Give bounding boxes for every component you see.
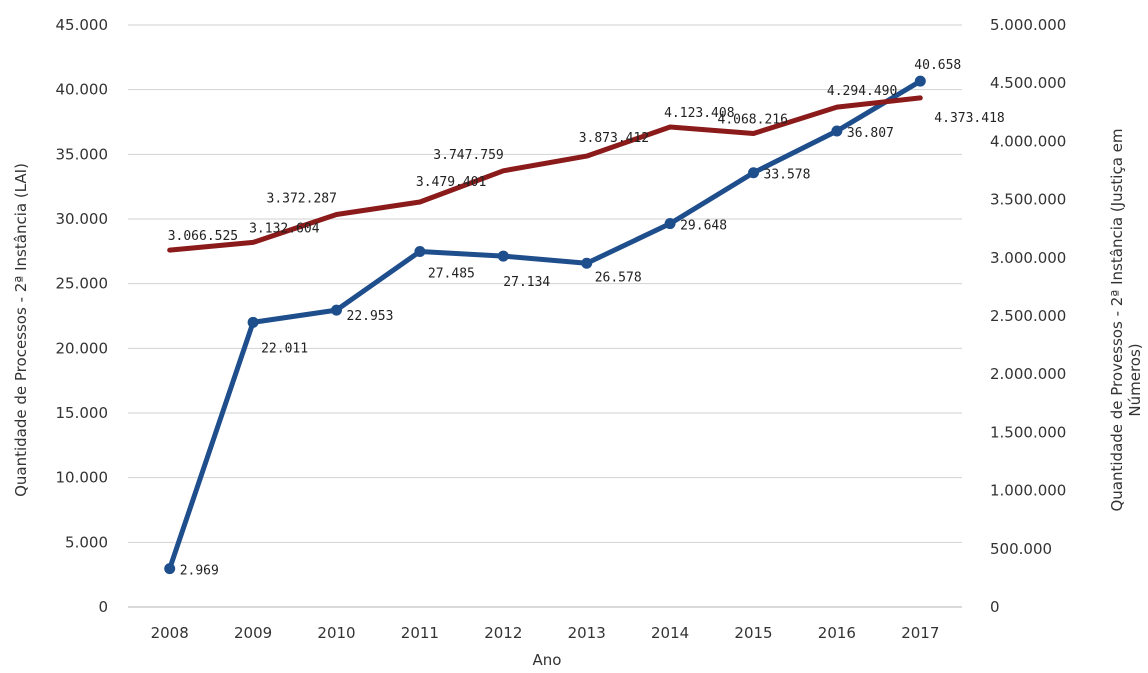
x-tick-label: 2015	[734, 624, 772, 642]
data-label: 22.953	[347, 309, 394, 324]
data-label: 36.807	[847, 126, 894, 141]
data-label: 3.873.412	[579, 131, 649, 146]
data-label: 4.123.408	[664, 106, 734, 121]
right-y-axis-title-line1: Quantidade de Provessos - 2ª Instância (…	[1108, 128, 1126, 511]
data-label: 3.066.525	[168, 229, 238, 244]
x-tick-label: 2011	[401, 624, 439, 642]
series-line-justica	[167, 95, 923, 253]
gridlines	[128, 24, 962, 608]
data-label: 4.373.418	[934, 111, 1004, 126]
x-axis-title: Ano	[533, 651, 562, 669]
x-tick-label: 2012	[484, 624, 522, 642]
x-axis: 2008 2009 2010 2011 2012 2013 2014 2015 2016 2017	[151, 624, 940, 642]
data-point-marker	[664, 218, 676, 230]
data-label: 2.969	[180, 564, 219, 579]
data-label: 3.747.759	[433, 148, 503, 163]
data-point-marker	[414, 246, 426, 258]
left-y-tick-label: 25.000	[56, 275, 109, 293]
right-y-tick-label: 2.000.000	[990, 365, 1066, 383]
right-y-tick-label: 0	[990, 598, 1000, 616]
left-y-axis-title: Quantidade de Processos - 2ª Instância (…	[12, 163, 30, 497]
x-tick-label: 2009	[234, 624, 272, 642]
data-label: 29.648	[680, 219, 727, 234]
right-y-tick-label: 500.000	[990, 540, 1052, 558]
x-tick-label: 2016	[818, 624, 856, 642]
series-line-lai	[167, 78, 923, 572]
x-tick-label: 2008	[151, 624, 189, 642]
right-y-tick-label: 3.500.000	[990, 191, 1066, 209]
left-y-tick-label: 15.000	[56, 404, 109, 422]
right-y-tick-label: 4.000.000	[990, 132, 1066, 150]
x-tick-label: 2013	[568, 624, 606, 642]
x-tick-label: 2010	[317, 624, 355, 642]
left-y-tick-label: 45.000	[56, 16, 109, 34]
data-point-marker	[748, 167, 759, 179]
x-tick-label: 2014	[651, 624, 689, 642]
right-y-tick-label: 1.500.000	[990, 423, 1066, 441]
left-y-tick-label: 10.000	[56, 469, 109, 487]
data-point-marker	[247, 316, 259, 328]
left-y-tick-label: 30.000	[56, 210, 109, 228]
left-y-axis: 0 5.000 10.000 15.000 20.000 25.000 30.000 35.0…	[56, 16, 109, 616]
data-label: 3.479.401	[416, 175, 486, 190]
data-label: 3.132.604	[249, 221, 320, 236]
right-y-axis: 0 500.000 1.000.000 1.500.000 2.000.000 2.500…	[990, 16, 1066, 616]
x-tick-label: 2017	[901, 624, 939, 642]
data-point-marker	[331, 304, 342, 316]
right-y-axis-title-line2: Números)	[1126, 343, 1144, 416]
data-label: 3.372.287	[267, 191, 337, 206]
right-y-tick-label: 2.500.000	[990, 307, 1066, 325]
data-label: 26.578	[595, 270, 642, 285]
plot-area	[164, 75, 926, 575]
data-label: 22.011	[261, 341, 308, 356]
right-y-tick-label: 3.000.000	[990, 249, 1066, 267]
data-point-marker	[914, 75, 926, 87]
data-point-marker	[497, 250, 509, 262]
data-labels: 2.969 22.011 22.953 27.485 27.134 26.578 29.64…	[168, 58, 1005, 578]
data-point-marker	[581, 257, 593, 269]
left-y-tick-label: 35.000	[56, 145, 109, 163]
left-y-tick-label: 0	[98, 598, 108, 616]
left-y-tick-label: 20.000	[56, 339, 109, 357]
right-y-tick-label: 1.000.000	[990, 482, 1066, 500]
data-label: 40.658	[914, 58, 961, 73]
data-label: 4.294.490	[827, 84, 897, 99]
data-label: 33.578	[764, 168, 811, 183]
data-label: 27.485	[428, 267, 475, 282]
left-y-tick-label: 5.000	[65, 533, 108, 551]
right-y-tick-label: 4.500.000	[990, 74, 1066, 92]
right-y-tick-label: 5.000.000	[990, 16, 1066, 34]
data-point-marker	[164, 563, 176, 575]
data-label: 4.068.216	[718, 112, 788, 127]
data-point-marker	[831, 125, 843, 137]
data-label: 27.134	[503, 275, 550, 290]
left-y-tick-label: 40.000	[56, 81, 109, 99]
